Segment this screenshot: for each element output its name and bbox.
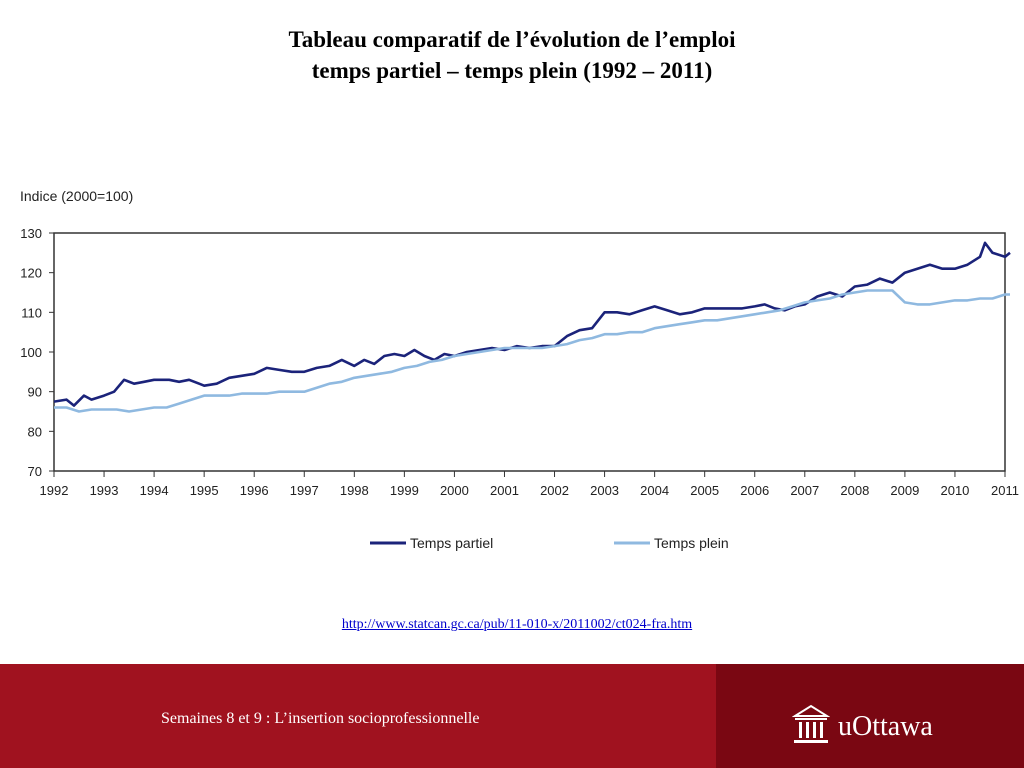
x-tick-label: 2004 — [640, 483, 669, 498]
x-tick-label: 1996 — [240, 483, 269, 498]
legend-label: Temps plein — [654, 535, 729, 551]
y-tick-label: 100 — [20, 345, 42, 360]
x-tick-label: 2002 — [540, 483, 569, 498]
footer-text: Semaines 8 et 9 : L’insertion socioprofe… — [161, 710, 480, 727]
y-tick-label: 70 — [28, 464, 42, 479]
x-tick-label: 2010 — [940, 483, 969, 498]
x-tick-label: 2006 — [740, 483, 769, 498]
y-tick-label: 110 — [21, 305, 42, 320]
x-tick-label: 1992 — [40, 483, 69, 498]
x-tick-label: 2007 — [790, 483, 819, 498]
slide-title: Tableau comparatif de l’évolution de l’e… — [0, 24, 1024, 86]
x-tick-label: 1993 — [90, 483, 119, 498]
x-tick-label: 1994 — [140, 483, 169, 498]
x-tick-label: 1999 — [390, 483, 419, 498]
line-chart: Indice (2000=100) 70 80 90 100 110 120 130 199… — [20, 188, 1019, 551]
y-tick-label: 90 — [28, 385, 42, 400]
y-axis-label: Indice (2000=100) — [20, 188, 133, 204]
x-tick-label: 2005 — [690, 483, 719, 498]
x-tick-label: 2008 — [840, 483, 869, 498]
x-tick-label: 2003 — [590, 483, 619, 498]
y-tick-label: 80 — [28, 424, 42, 439]
y-tick-label: 130 — [20, 226, 42, 241]
footer-bar — [0, 664, 1024, 768]
logo-panel — [716, 664, 1024, 768]
x-tick-label: 2009 — [890, 483, 919, 498]
series-line-temps-partiel — [53, 241, 1011, 407]
x-tick-label: 2011 — [991, 483, 1019, 498]
x-tick-label: 2001 — [490, 483, 519, 498]
x-tick-label: 1995 — [190, 483, 219, 498]
source-link[interactable]: http://www.statcan.gc.ca/pub/11-010-x/20… — [341, 617, 693, 632]
legend-label: Temps partiel — [410, 535, 493, 551]
slide-title-line2: temps partiel – temps plein (1992 – 2011… — [311, 58, 713, 83]
slide-title-line1: Tableau comparatif de l’évolution de l’e… — [288, 27, 736, 52]
x-tick-label: 1997 — [290, 483, 319, 498]
university-building-icon — [792, 704, 830, 743]
series-line-temps-plein — [54, 289, 1010, 413]
x-tick-label: 2000 — [440, 483, 469, 498]
y-tick-label: 120 — [20, 266, 42, 281]
plot-frame — [53, 232, 1006, 472]
x-tick-label: 1998 — [340, 483, 369, 498]
logo-text: uOttawa — [838, 711, 933, 742]
